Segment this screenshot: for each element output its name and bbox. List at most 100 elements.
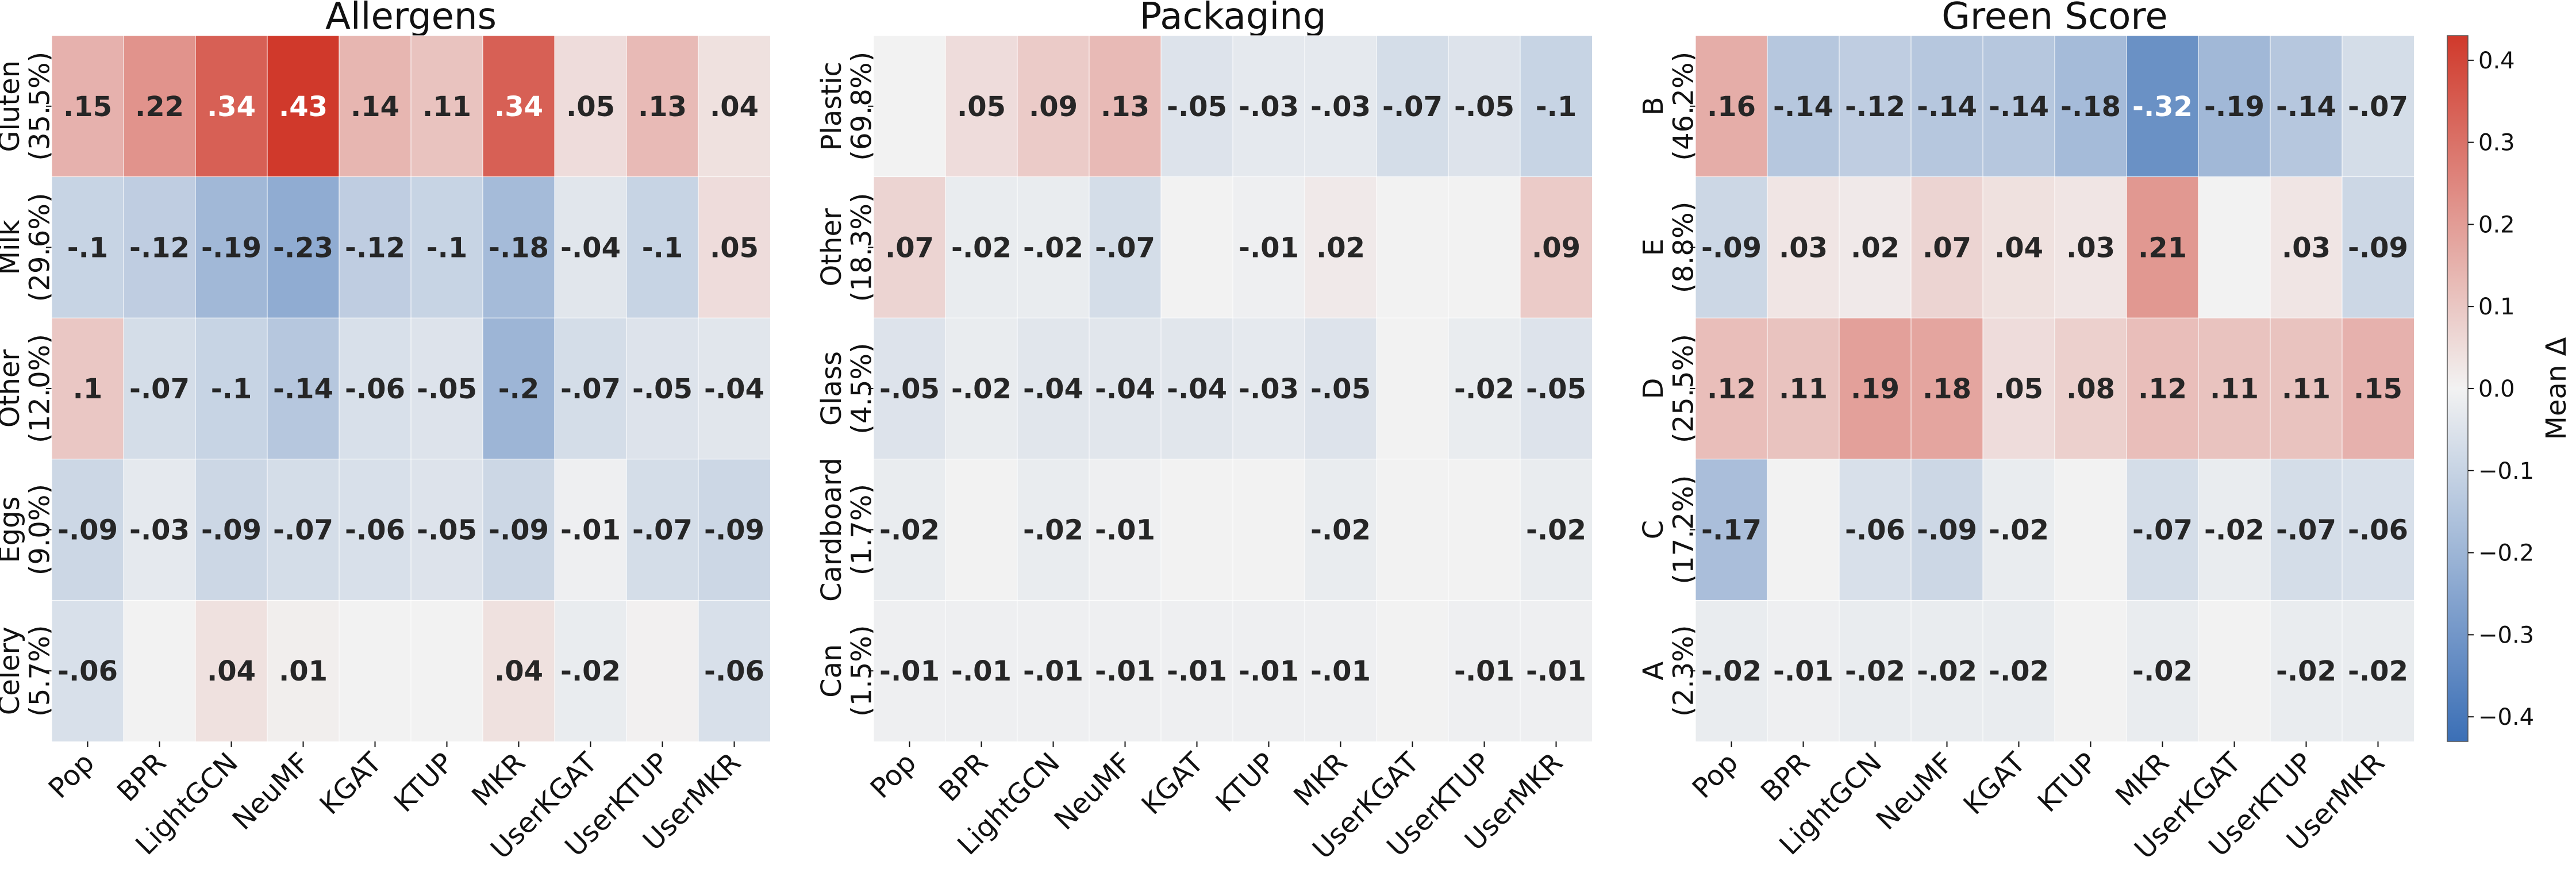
cell-value-label: -.1 [211,373,252,405]
heatmap-cell [2198,176,2271,319]
cell-value-label: -.23 [273,232,333,264]
heatmap-cell [1910,459,1983,601]
cell-value-label: -.01 [560,514,621,547]
cell-value-label: -.03 [1239,91,1299,123]
colorbar-tick-label: −0.4 [2478,704,2534,731]
cell-value-label: -.02 [1989,514,2049,547]
cell-value-label: -.07 [632,514,693,547]
cell-value-label: -.02 [1701,655,1762,687]
cell-value-label: -.06 [345,373,405,405]
heatmap-cell [1448,459,1521,601]
heatmap-cell [626,35,699,178]
heatmap-cell [2198,459,2271,601]
heatmap-cell [1520,599,1593,743]
heatmap-cell [195,317,268,460]
cell-value-label: -.09 [489,514,549,547]
cell-value-label: .14 [351,91,399,123]
panel-title: Green Score [1941,0,2167,38]
heatmap-cell [873,599,946,743]
heatmap-cell [1767,459,1840,601]
panel-title: Allergens [325,0,497,38]
heatmap-cell [2270,176,2343,319]
cell-value-label: -.07 [2132,514,2193,547]
row-name: Celery [0,627,26,715]
cell-value-label: .34 [207,91,256,123]
heatmap-cell [1376,599,1449,743]
row-label: Milk(29.6%) [0,193,56,302]
heatmap-cell [698,35,771,178]
col-label: KGAT [1136,746,1210,821]
cell-value-label: -.12 [345,232,405,264]
col-label: NeuMF [1870,747,1960,836]
cell-value-label: -.12 [1845,91,1905,123]
colorbar-tick-label: −0.2 [2478,540,2534,567]
heatmap-cell [1695,35,1768,178]
heatmap-cell [1304,317,1377,460]
cell-value-label: .11 [2210,373,2259,405]
row-label: Cardboard(1.7%) [816,458,878,602]
row-label: E(8.8%) [1637,202,1700,293]
row-name: A [1637,662,1670,681]
heatmap-cell [2126,35,2199,178]
heatmap-cell [410,317,483,460]
cell-value-label: -.02 [951,232,1012,264]
heatmap-cell [410,459,483,601]
heatmap-cell [410,599,483,743]
col-label: MKR [466,747,532,813]
cell-value-label: -.05 [1454,91,1514,123]
cell-value-label: -.06 [1845,514,1905,547]
heatmap-cell [123,176,196,319]
cell-value-label: -.02 [1023,514,1083,547]
heatmap-cell [2342,176,2414,319]
row-name: Glass [816,351,848,426]
cell-value-label: -.09 [1917,514,1977,547]
cell-value-label: .09 [1029,91,1078,123]
row-name: E [1637,239,1670,256]
cell-value-label: -.03 [1239,373,1299,405]
cell-value-label: -.04 [1095,373,1155,405]
cell-value-label: .22 [135,91,184,123]
row-label: A(2.3%) [1637,625,1700,716]
cell-value-label: .43 [279,91,328,123]
heatmap-cell [267,317,340,460]
heatmap-cell [1160,176,1233,319]
cell-value-label: -.02 [1023,232,1083,264]
cell-value-label: -.07 [2276,514,2336,547]
cell-value-label: -.1 [1536,91,1577,123]
cell-value-label: -.04 [560,232,621,264]
heatmap-cell [1839,599,1912,743]
heatmap-cell [2126,459,2199,601]
cell-value-label: -.02 [2132,655,2193,687]
cell-value-label: -.14 [1773,91,1833,123]
heatmap-cell [1767,317,1840,460]
cell-value-label: -.07 [560,373,621,405]
cell-value-label: -.1 [426,232,468,264]
cell-value-label: -.04 [1167,373,1227,405]
cell-value-label: -.01 [1239,655,1299,687]
cell-value-label: -.06 [57,655,118,687]
cell-value-label: -.02 [1917,655,1977,687]
cell-value-label: -.02 [560,655,621,687]
cell-value-label: .15 [2354,373,2402,405]
cell-value-label: -.01 [1023,655,1083,687]
row-name: Cardboard [816,458,848,602]
heatmap-cell [195,35,268,178]
cell-value-label: .12 [2138,373,2187,405]
heatmap-cell [1376,459,1449,601]
cell-value-label: -.01 [879,655,940,687]
cell-value-label: -.05 [1526,373,1586,405]
heatmap-cell [1232,176,1305,319]
cell-value-label: -.01 [1526,655,1586,687]
heatmap-cell [2342,599,2414,743]
heatmap-cell [1376,317,1449,460]
cell-value-label: -.01 [1454,655,1514,687]
heatmap-cell [945,176,1018,319]
heatmap-cell [410,35,483,178]
cell-value-label: -.03 [129,514,190,547]
heatmap-cell [1695,459,1768,601]
heatmap-cell [626,317,699,460]
cell-value-label: .16 [1707,91,1756,123]
heatmap-cell [2270,599,2343,743]
heatmap-cell [2198,35,2271,178]
